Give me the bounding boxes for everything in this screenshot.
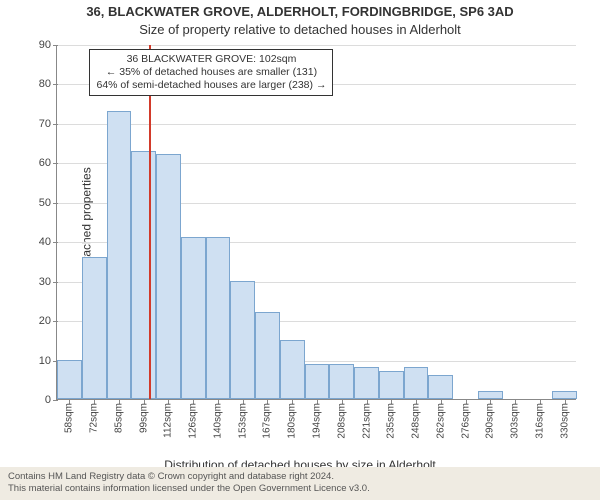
- chart-title-sub: Size of property relative to detached ho…: [0, 22, 600, 37]
- x-tick-label: 208sqm: [336, 399, 347, 439]
- x-tick-label: 276sqm: [460, 399, 471, 439]
- histogram-bar: [82, 257, 107, 399]
- x-tick-label: 85sqm: [113, 399, 124, 433]
- y-tick: 0: [45, 394, 57, 406]
- gridline: [57, 124, 576, 125]
- histogram-bar: [552, 391, 577, 399]
- histogram-bar: [354, 367, 379, 399]
- x-tick-label: 99sqm: [138, 399, 149, 433]
- y-tick: 50: [39, 197, 57, 209]
- histogram-bar: [305, 364, 330, 400]
- y-tick: 10: [39, 355, 57, 367]
- y-tick: 20: [39, 315, 57, 327]
- marker-annotation: 36 BLACKWATER GROVE: 102sqm ← 35% of det…: [89, 49, 333, 96]
- x-tick-label: 316sqm: [534, 399, 545, 439]
- histogram-bar: [379, 371, 404, 399]
- x-tick-label: 167sqm: [262, 399, 273, 439]
- marker-line: [149, 45, 151, 399]
- chart-title-main: 36, BLACKWATER GROVE, ALDERHOLT, FORDING…: [0, 4, 600, 19]
- histogram-bar: [329, 364, 354, 400]
- gridline: [57, 45, 576, 46]
- x-tick-label: 330sqm: [559, 399, 570, 439]
- histogram-plot: 36 BLACKWATER GROVE: 102sqm ← 35% of det…: [56, 45, 576, 400]
- x-tick-label: 303sqm: [510, 399, 521, 439]
- histogram-bar: [428, 375, 453, 399]
- annotation-line-1: 36 BLACKWATER GROVE: 102sqm: [96, 53, 326, 66]
- x-tick-label: 140sqm: [212, 399, 223, 439]
- histogram-bar: [57, 360, 82, 399]
- histogram-bar: [181, 237, 206, 399]
- histogram-bar: [280, 340, 305, 399]
- histogram-bar: [131, 151, 156, 400]
- x-tick-label: 248sqm: [411, 399, 422, 439]
- x-tick-label: 112sqm: [163, 399, 174, 438]
- histogram-bar: [255, 312, 280, 399]
- histogram-bar: [230, 281, 255, 399]
- x-tick-label: 194sqm: [312, 399, 323, 439]
- x-tick-label: 126sqm: [188, 399, 199, 439]
- x-tick-label: 58sqm: [64, 399, 75, 433]
- footer-line-2: This material contains information licen…: [8, 483, 592, 494]
- y-tick: 80: [39, 78, 57, 90]
- x-tick-label: 235sqm: [386, 399, 397, 439]
- attribution-footer: Contains HM Land Registry data © Crown c…: [0, 467, 600, 500]
- histogram-bar: [404, 367, 429, 399]
- histogram-bar: [478, 391, 503, 399]
- y-tick: 40: [39, 236, 57, 248]
- footer-line-1: Contains HM Land Registry data © Crown c…: [8, 471, 592, 482]
- annotation-line-2: ← 35% of detached houses are smaller (13…: [96, 66, 326, 79]
- x-tick-label: 290sqm: [485, 399, 496, 439]
- annotation-line-3: 64% of semi-detached houses are larger (…: [96, 79, 326, 92]
- x-tick-label: 262sqm: [435, 399, 446, 439]
- x-tick-label: 221sqm: [361, 399, 372, 439]
- x-tick-label: 72sqm: [89, 399, 100, 433]
- histogram-bar: [156, 154, 181, 399]
- y-tick: 30: [39, 276, 57, 288]
- y-tick: 70: [39, 118, 57, 130]
- histogram-bar: [107, 111, 132, 399]
- y-tick: 60: [39, 157, 57, 169]
- y-tick: 90: [39, 39, 57, 51]
- histogram-bar: [206, 237, 231, 399]
- x-tick-label: 153sqm: [237, 399, 248, 439]
- x-tick-label: 180sqm: [287, 399, 298, 439]
